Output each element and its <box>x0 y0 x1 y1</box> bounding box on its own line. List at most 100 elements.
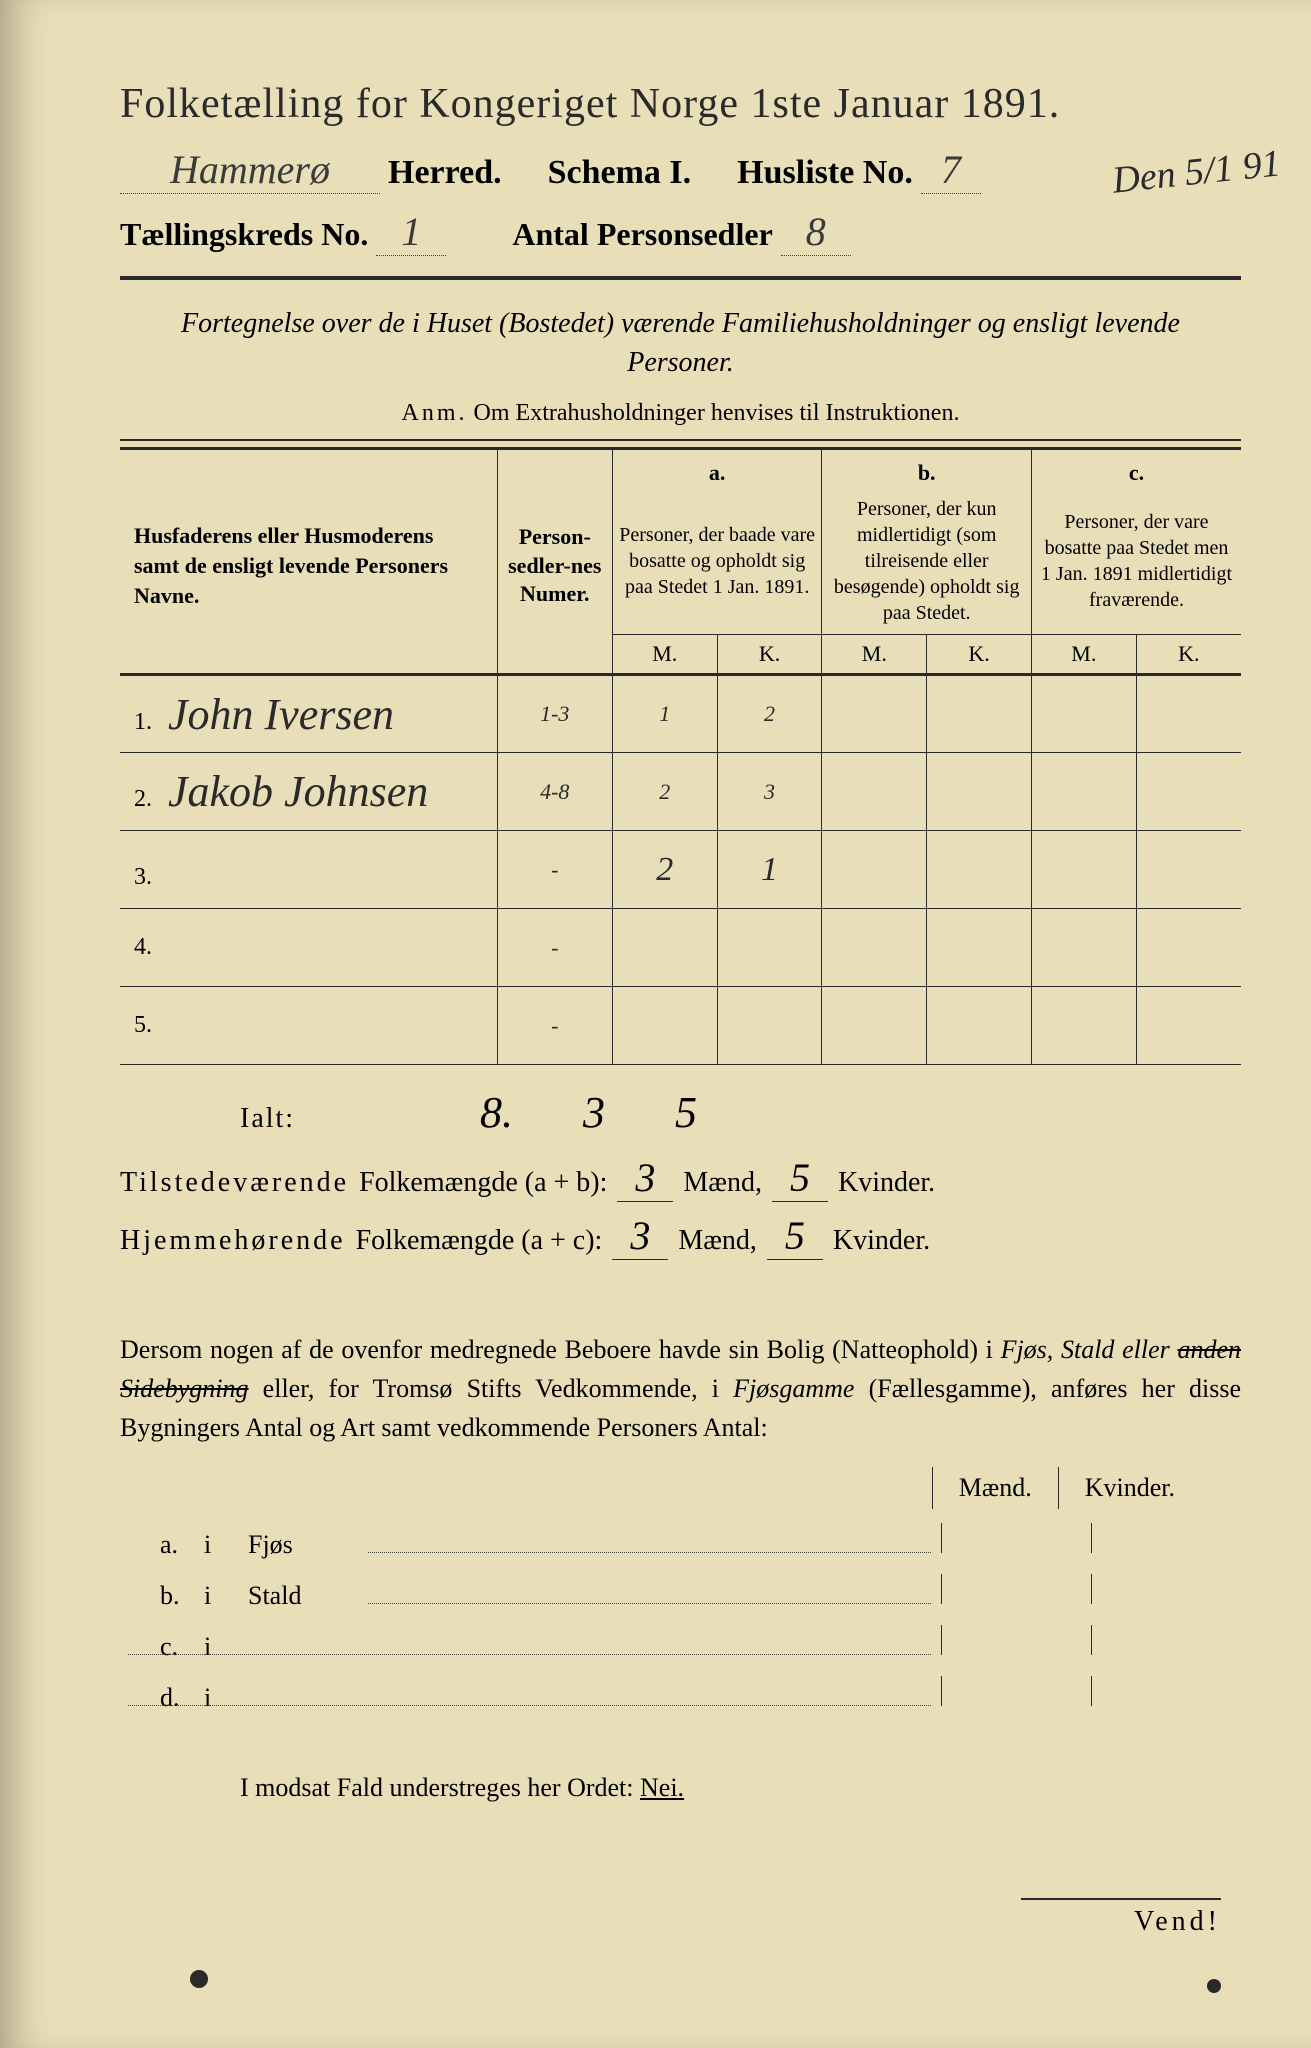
table-row: 2. Jakob Johnsen 4-8 2 3 <box>120 753 1241 831</box>
mk-cell <box>941 1625 1091 1655</box>
sum2-k: 5 <box>767 1212 823 1260</box>
mk-label: Fjøs <box>248 1530 368 1560</box>
cell <box>927 831 1032 909</box>
col-a-head: a. <box>612 449 822 489</box>
mk-dots <box>368 1527 931 1553</box>
vend-label: Vend! <box>1021 1898 1221 1938</box>
mk-cell <box>1091 1676 1241 1706</box>
sum1-k: 5 <box>772 1154 828 1202</box>
antal-handwritten: 8 <box>781 208 851 256</box>
mk-cell <box>1091 1574 1241 1604</box>
inkblot-icon <box>1207 1979 1221 1993</box>
col-num-header: Person-sedler-nes Numer. <box>497 449 612 675</box>
col-c-text: Personer, der vare bosatte paa Stedet me… <box>1031 488 1241 635</box>
antal-label: Antal Personsedler <box>512 216 772 253</box>
subtitle: Fortegnelse over de i Huset (Bostedet) v… <box>160 304 1201 382</box>
ialt-m: 3 <box>583 1087 605 1138</box>
mk-dots <box>368 1578 931 1604</box>
cell: 1 <box>717 831 822 909</box>
kreds-label: Tællingskreds No. <box>120 216 368 253</box>
anm-text: Om Extrahusholdninger henvises til Instr… <box>474 400 960 426</box>
cell <box>612 909 717 987</box>
row-sedler: 4-8 <box>497 753 612 831</box>
sum2-m: 3 <box>612 1212 668 1260</box>
page-title: Folketælling for Kongeriget Norge 1ste J… <box>120 80 1241 128</box>
cell: 3 <box>717 753 822 831</box>
totals-block: Ialt: 8. 3 5 Tilstedeværende Folkemængde… <box>120 1087 1241 1260</box>
cell: 2 <box>612 831 717 909</box>
cell <box>822 909 927 987</box>
mk-row: c. i <box>120 1625 1241 1662</box>
mk-kvinder: Kvinder. <box>1058 1467 1201 1509</box>
cell <box>1136 987 1241 1065</box>
husliste-handwritten: 7 <box>921 146 981 194</box>
header-line-3: Tællingskreds No. 1 Antal Personsedler 8 <box>120 208 1241 256</box>
mk-cell <box>1091 1523 1241 1553</box>
row-sedler: - <box>497 909 612 987</box>
col-b-k: K. <box>927 635 1032 675</box>
row-num: 3. <box>134 864 152 890</box>
cell <box>822 675 927 753</box>
cell <box>822 987 927 1065</box>
col-a-k: K. <box>717 635 822 675</box>
cell <box>822 753 927 831</box>
mk-label: Stald <box>248 1581 368 1611</box>
cell <box>1031 753 1136 831</box>
paragraph: Dersom nogen af de ovenfor medregnede Be… <box>120 1330 1241 1447</box>
cell: 1 <box>612 675 717 753</box>
table-row: 4. - <box>120 909 1241 987</box>
col-c-head: c. <box>1031 449 1241 489</box>
row-sedler: - <box>497 831 612 909</box>
row-sedler: 1-3 <box>497 675 612 753</box>
col-a-text: Personer, der baade vare bosatte og opho… <box>612 488 822 635</box>
cell <box>1136 753 1241 831</box>
herred-handwritten: Hammerø <box>120 146 380 194</box>
anm-label: Anm. <box>402 400 468 426</box>
row-name: Jakob Johnsen <box>168 767 428 816</box>
mk-dots <box>128 1680 931 1706</box>
cell <box>1136 831 1241 909</box>
schema-label: Schema I. <box>548 154 692 192</box>
nei: Nei. <box>640 1773 684 1802</box>
mk-cell <box>941 1574 1091 1604</box>
row-num: 1. <box>134 709 152 735</box>
cell <box>1031 987 1136 1065</box>
cell <box>1136 675 1241 753</box>
ialt-label: Ialt: <box>120 1103 440 1135</box>
cell <box>822 831 927 909</box>
sum-line-2: Hjemmehørende Folkemængde (a + c): 3 Mæn… <box>120 1212 1241 1260</box>
table-row: 5. - <box>120 987 1241 1065</box>
cell <box>1031 831 1136 909</box>
sum-line-1: Tilstedeværende Folkemængde (a + b): 3 M… <box>120 1154 1241 1202</box>
col-c-m: M. <box>1031 635 1136 675</box>
census-form-page: Den 5/1 91 Folketælling for Kongeriget N… <box>0 0 1311 2048</box>
col-c-k: K. <box>1136 635 1241 675</box>
cell <box>717 909 822 987</box>
main-table: Husfaderens eller Husmoderens samt de en… <box>120 447 1241 1065</box>
cell <box>1031 675 1136 753</box>
mk-lett: a. <box>160 1530 204 1560</box>
table-row: 3. - 2 1 <box>120 831 1241 909</box>
mk-table: Mænd. Kvinder. a. i Fjøs b. i Stald c. i <box>120 1467 1241 1713</box>
mk-row: b. i Stald <box>120 1574 1241 1611</box>
kreds-handwritten: 1 <box>376 208 446 256</box>
col-name-header: Husfaderens eller Husmoderens samt de en… <box>120 449 497 675</box>
cell: 2 <box>612 753 717 831</box>
sum1-m: 3 <box>617 1154 673 1202</box>
mk-row: d. i <box>120 1676 1241 1713</box>
mk-lett: b. <box>160 1581 204 1611</box>
mk-i: i <box>204 1530 248 1560</box>
husliste-label: Husliste No. <box>737 154 913 192</box>
mk-cell <box>941 1676 1091 1706</box>
row-num: 2. <box>134 786 152 812</box>
row-sedler: - <box>497 987 612 1065</box>
herred-label: Herred. <box>388 154 502 192</box>
mk-dots <box>128 1629 931 1655</box>
rule-2 <box>120 439 1241 441</box>
cell <box>612 987 717 1065</box>
cell <box>1031 909 1136 987</box>
cell <box>717 987 822 1065</box>
cell <box>927 753 1032 831</box>
inkblot-icon <box>190 1970 208 1988</box>
mk-i: i <box>204 1581 248 1611</box>
